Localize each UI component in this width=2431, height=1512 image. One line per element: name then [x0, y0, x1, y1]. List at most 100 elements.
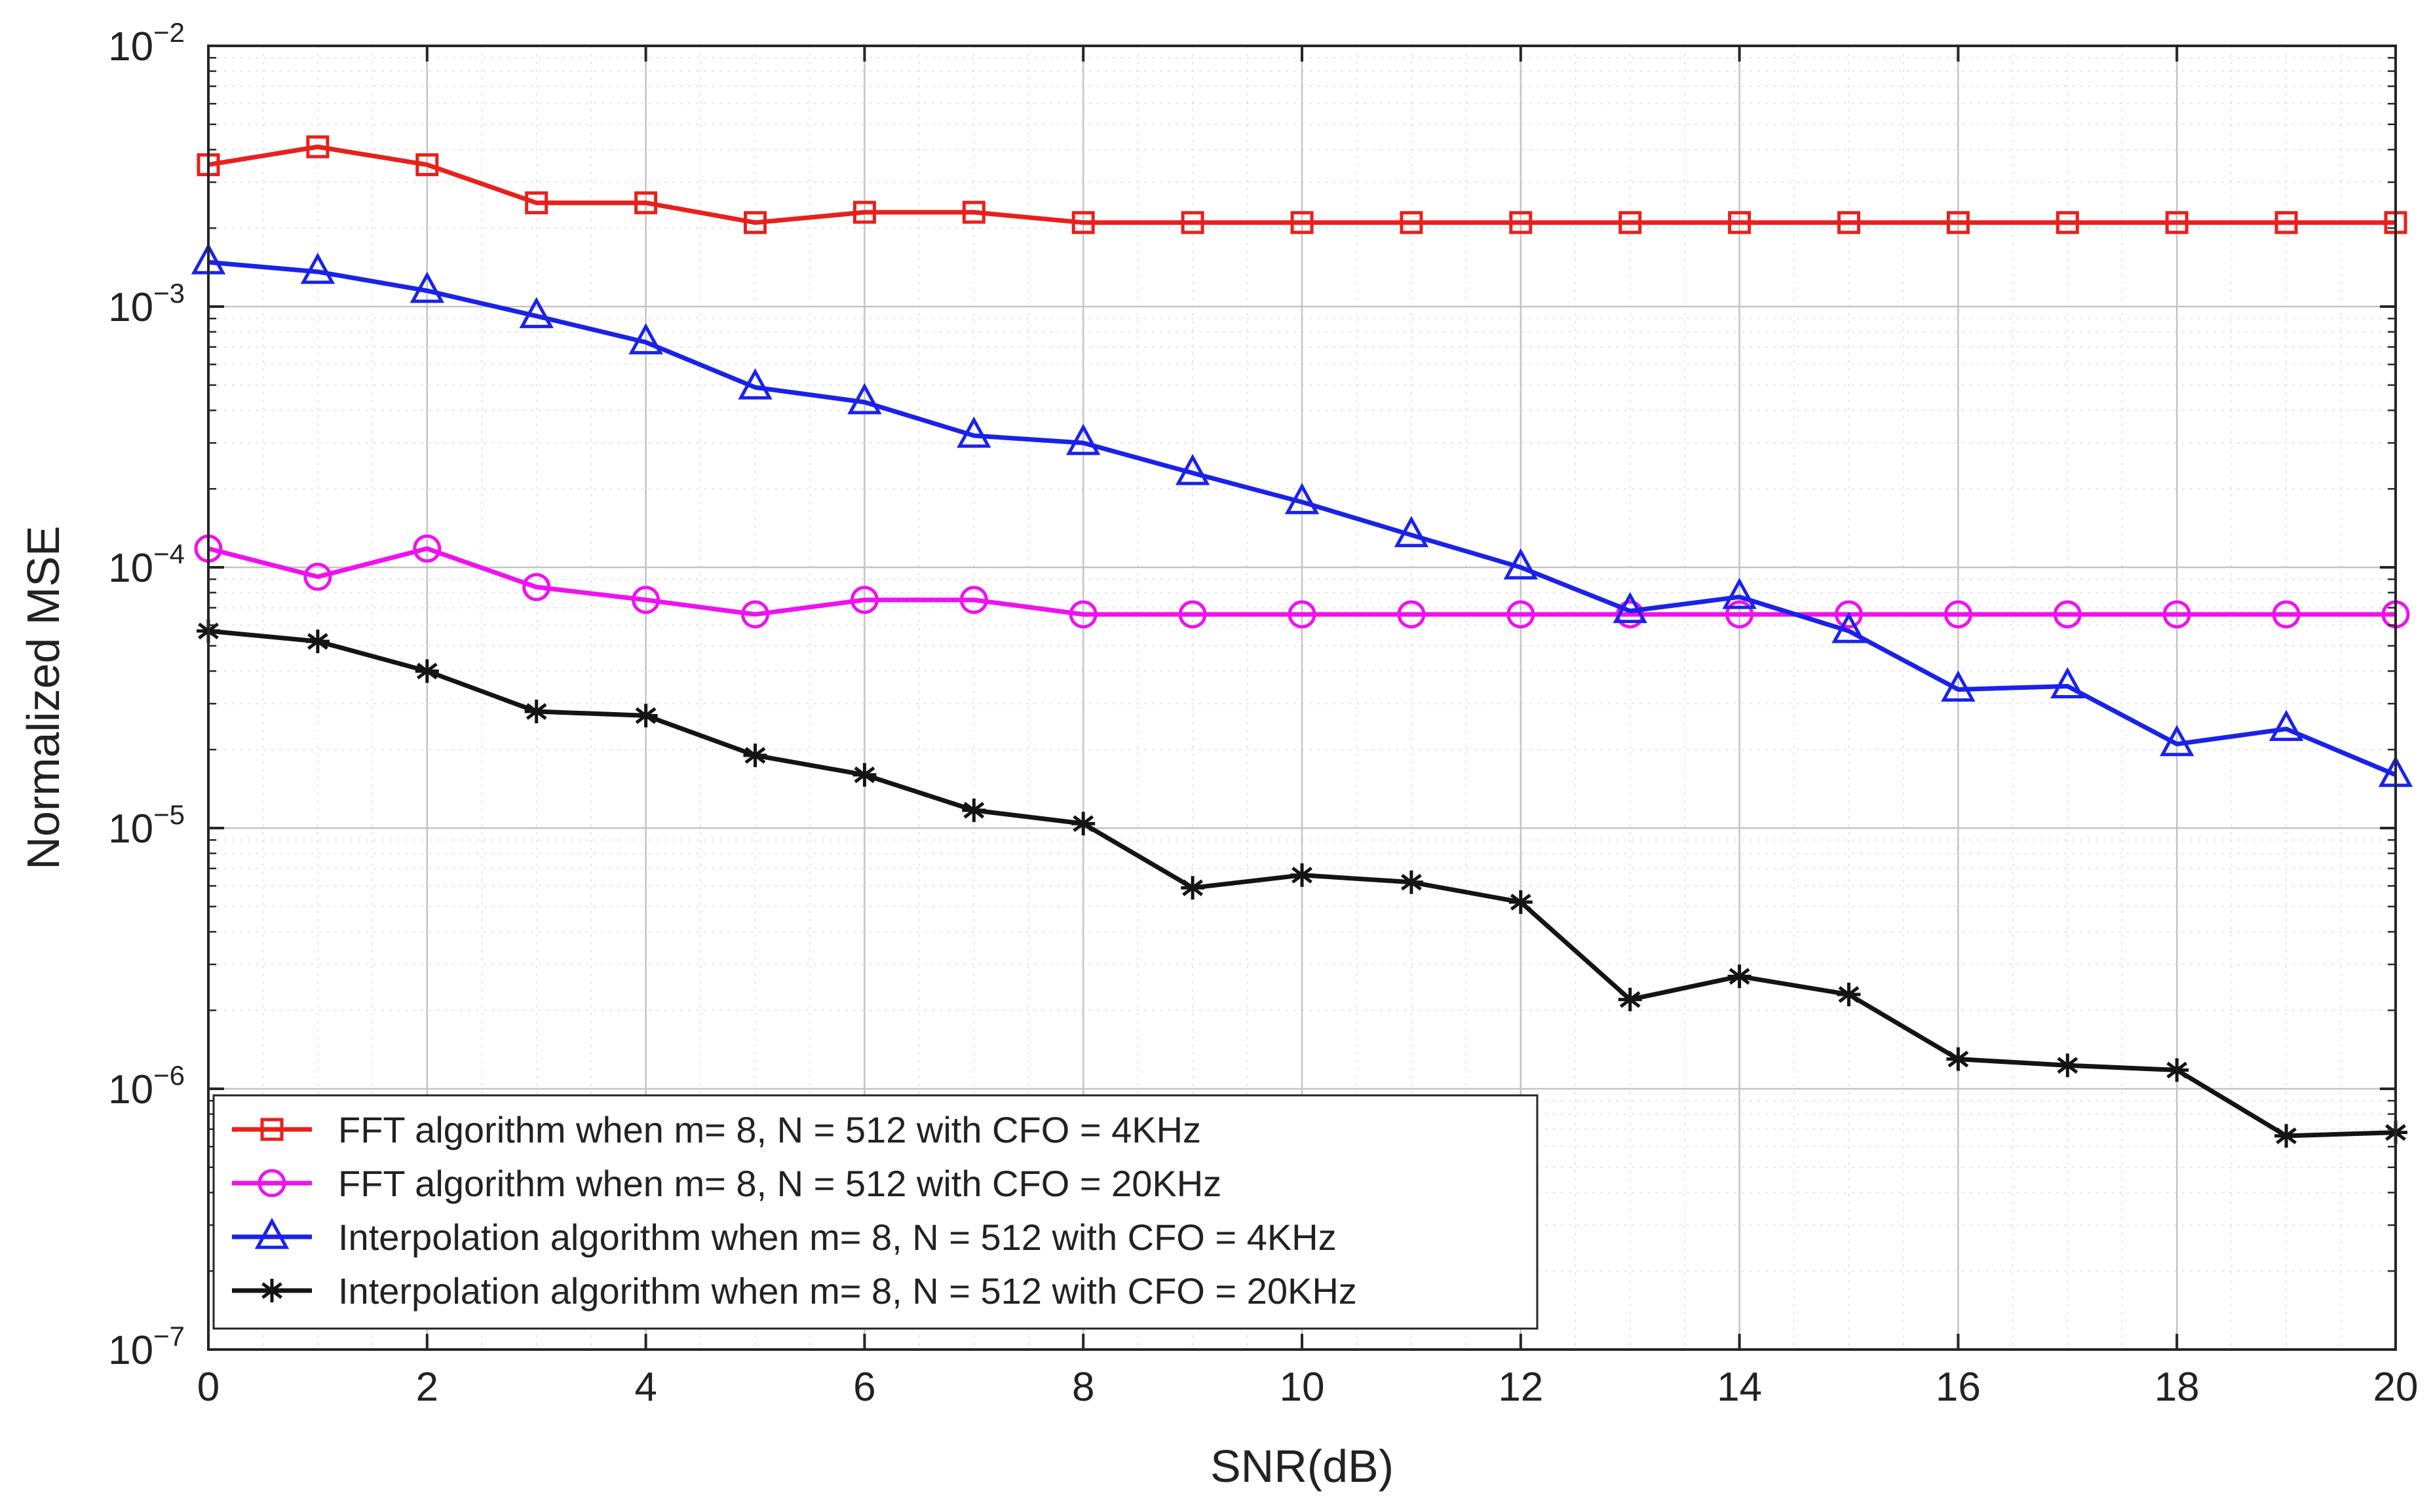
data-point-marker	[522, 573, 551, 601]
series-4	[197, 619, 2407, 1148]
series-line	[208, 546, 2396, 617]
data-point-marker	[306, 135, 330, 159]
legend-marker	[258, 1169, 286, 1198]
data-point-marker	[1178, 600, 1207, 629]
series-line	[208, 144, 2396, 225]
x-axis-title: SNR(dB)	[1210, 1441, 1394, 1492]
legend-box	[212, 1094, 1539, 1330]
data-point-marker	[305, 630, 330, 654]
legend-label: Interpolation algorithm when m= 8, N = 5…	[338, 1270, 1357, 1312]
data-point-marker	[852, 200, 876, 224]
data-point-marker	[1181, 876, 1205, 900]
data-point-marker	[1399, 870, 1423, 894]
legend-marker	[260, 1118, 284, 1141]
axis-ticks	[207, 45, 2397, 1351]
data-point-marker	[959, 586, 988, 614]
data-point-marker	[1616, 600, 1645, 629]
legend-marker	[260, 1279, 284, 1302]
data-point-marker	[1069, 600, 1098, 629]
legend-entry: Interpolation algorithm when m= 8, N = 5…	[232, 1270, 1357, 1312]
data-point-marker	[410, 271, 445, 303]
data-point-marker	[1284, 483, 1320, 514]
legend: FFT algorithm when m= 8, N = 512 with CF…	[212, 1094, 1539, 1330]
data-point-marker	[962, 798, 986, 822]
data-point-marker	[1835, 600, 1863, 629]
data-point-marker	[1613, 592, 1647, 624]
y-tick-label: 10−7	[108, 1321, 185, 1373]
legend-entry: FFT algorithm when m= 8, N = 512 with CF…	[232, 1109, 1201, 1150]
data-point-marker	[1943, 600, 1972, 629]
x-tick-label: 20	[2373, 1365, 2419, 1410]
data-point-marker	[2268, 709, 2304, 742]
x-tick-label: 10	[1280, 1365, 1325, 1410]
x-tick-label: 2	[416, 1365, 438, 1410]
data-point-marker	[1397, 600, 1426, 629]
y-tick-label: 10−2	[108, 17, 185, 69]
data-point-marker	[1837, 983, 1861, 1007]
data-point-marker	[1071, 211, 1095, 235]
data-point-marker	[415, 659, 439, 683]
data-point-marker	[2162, 600, 2191, 629]
x-tick-label: 14	[1717, 1365, 1762, 1410]
data-point-marker	[1618, 211, 1642, 235]
y-tick-label: 10−4	[108, 539, 185, 591]
data-point-marker	[303, 562, 332, 591]
data-point-marker	[1503, 548, 1539, 580]
x-tick-labels: 0 2 4 6 8 10 12 14 16 18 20	[197, 1365, 2419, 1410]
data-point-marker	[2274, 211, 2298, 235]
data-point-marker	[1400, 211, 1423, 235]
data-point-marker	[743, 744, 767, 768]
data-point-marker	[1509, 211, 1533, 235]
data-point-marker	[1725, 600, 1754, 629]
data-point-marker	[634, 704, 658, 728]
x-tick-label: 18	[2154, 1365, 2200, 1410]
data-point-marker	[2053, 600, 2082, 629]
data-point-marker	[2159, 725, 2194, 757]
x-tick-label: 8	[1072, 1365, 1094, 1410]
data-point-marker	[519, 297, 554, 328]
data-point-marker	[1728, 211, 1751, 235]
data-point-marker	[632, 586, 660, 614]
data-point-marker	[524, 700, 548, 724]
legend-entry: Interpolation algorithm when m= 8, N = 5…	[232, 1217, 1337, 1258]
x-tick-label: 12	[1498, 1365, 1543, 1410]
y-tick-label: 10−3	[108, 278, 185, 330]
x-tick-label: 16	[1936, 1365, 1981, 1410]
y-axis-title: Normalized MSE	[18, 525, 69, 869]
series-layer	[191, 135, 2413, 1148]
data-point-marker	[1181, 211, 1204, 235]
data-point-marker	[2165, 211, 2189, 235]
data-point-marker	[2274, 1124, 2299, 1148]
y-tick-label: 10−6	[108, 1060, 185, 1112]
data-point-marker	[1946, 211, 1970, 235]
y-tick-labels: 10−2 10−3 10−4 10−5 10−6 10−7	[108, 17, 185, 1373]
series-1	[197, 135, 2407, 235]
data-point-marker	[1722, 577, 1757, 609]
data-point-marker	[413, 534, 442, 563]
data-point-marker	[2056, 211, 2079, 235]
data-point-marker	[1290, 211, 1314, 235]
x-tick-label: 4	[634, 1365, 657, 1410]
x-tick-label: 6	[853, 1365, 875, 1410]
data-point-marker	[525, 191, 548, 215]
data-point-marker	[1065, 423, 1101, 455]
data-point-marker	[1727, 964, 1751, 989]
legend-entry: FFT algorithm when m= 8, N = 512 with CF…	[232, 1163, 1221, 1204]
data-point-marker	[957, 416, 991, 448]
data-point-marker	[1946, 1047, 1970, 1071]
data-point-marker	[2056, 1053, 2080, 1078]
data-point-marker	[741, 600, 769, 629]
data-point-marker	[1288, 600, 1316, 629]
data-point-marker	[300, 252, 335, 284]
data-point-marker	[1071, 812, 1096, 836]
data-point-marker	[1837, 211, 1860, 235]
data-point-marker	[1941, 670, 1976, 702]
x-tick-label: 0	[197, 1365, 220, 1410]
data-point-marker	[744, 211, 767, 235]
data-point-marker	[628, 323, 663, 354]
data-point-marker	[634, 191, 658, 215]
legend-label: Interpolation algorithm when m= 8, N = 5…	[338, 1217, 1337, 1258]
data-point-marker	[962, 200, 986, 224]
data-point-marker	[847, 383, 882, 415]
